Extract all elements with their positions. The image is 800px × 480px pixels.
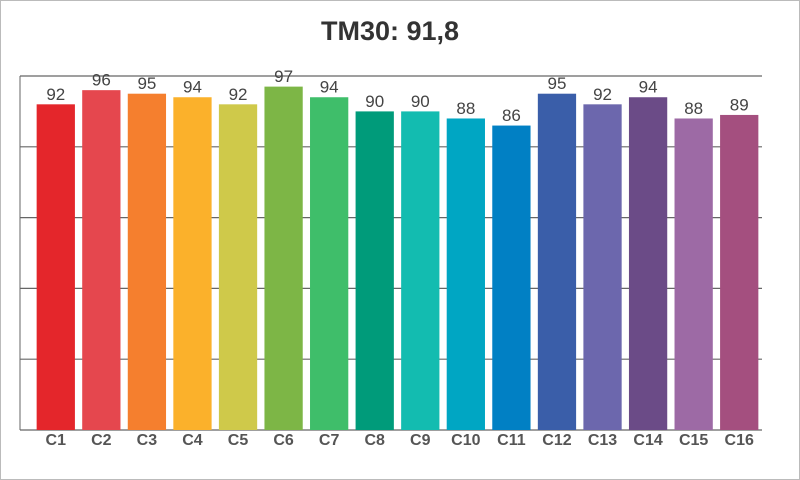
value-label: 90 xyxy=(411,92,430,111)
bar xyxy=(355,111,394,431)
value-label: 92 xyxy=(229,85,248,104)
bar xyxy=(36,104,75,430)
value-label: 95 xyxy=(548,74,567,93)
x-tick-label: C6 xyxy=(273,432,294,449)
x-tick-label: C5 xyxy=(228,432,249,449)
value-label: 97 xyxy=(274,67,293,86)
bar xyxy=(537,93,577,430)
bar xyxy=(82,90,121,430)
bar xyxy=(492,125,531,430)
x-tick-label: C14 xyxy=(633,432,662,449)
x-tick-label: C11 xyxy=(497,432,526,449)
bar xyxy=(583,104,622,430)
value-label: 96 xyxy=(92,71,111,90)
bar xyxy=(173,97,212,431)
x-tick-label: C13 xyxy=(588,432,617,449)
value-label: 92 xyxy=(593,85,612,104)
x-tick-label: C1 xyxy=(46,432,67,449)
x-tick-label: C12 xyxy=(542,432,571,449)
bar xyxy=(127,93,167,430)
bar xyxy=(446,118,485,430)
value-label: 94 xyxy=(320,78,339,97)
x-tick-label: C9 xyxy=(410,432,431,449)
bar xyxy=(674,118,713,430)
value-label: 86 xyxy=(502,106,521,125)
bar xyxy=(218,104,258,430)
bar xyxy=(401,111,440,431)
bar xyxy=(720,114,759,430)
value-label: 94 xyxy=(183,78,202,97)
x-tick-label: C8 xyxy=(364,432,385,449)
value-label: 94 xyxy=(639,78,658,97)
x-tick-label: C3 xyxy=(137,432,158,449)
x-tick-label: C16 xyxy=(725,432,754,449)
value-label: 88 xyxy=(456,99,475,118)
value-label: 89 xyxy=(730,95,749,114)
bar xyxy=(628,97,668,431)
x-tick-label: C4 xyxy=(182,432,203,449)
x-tick-label: C7 xyxy=(319,432,340,449)
x-tick-label: C10 xyxy=(451,432,480,449)
bar xyxy=(310,97,349,431)
value-label: 88 xyxy=(684,99,703,118)
bar xyxy=(264,86,303,431)
value-label: 95 xyxy=(137,74,156,93)
x-tick-label: C15 xyxy=(679,432,708,449)
chart-title: TM30: 91,8 xyxy=(321,16,459,46)
x-tick-label: C2 xyxy=(91,432,112,449)
value-label: 92 xyxy=(46,85,65,104)
value-label: 90 xyxy=(365,92,384,111)
